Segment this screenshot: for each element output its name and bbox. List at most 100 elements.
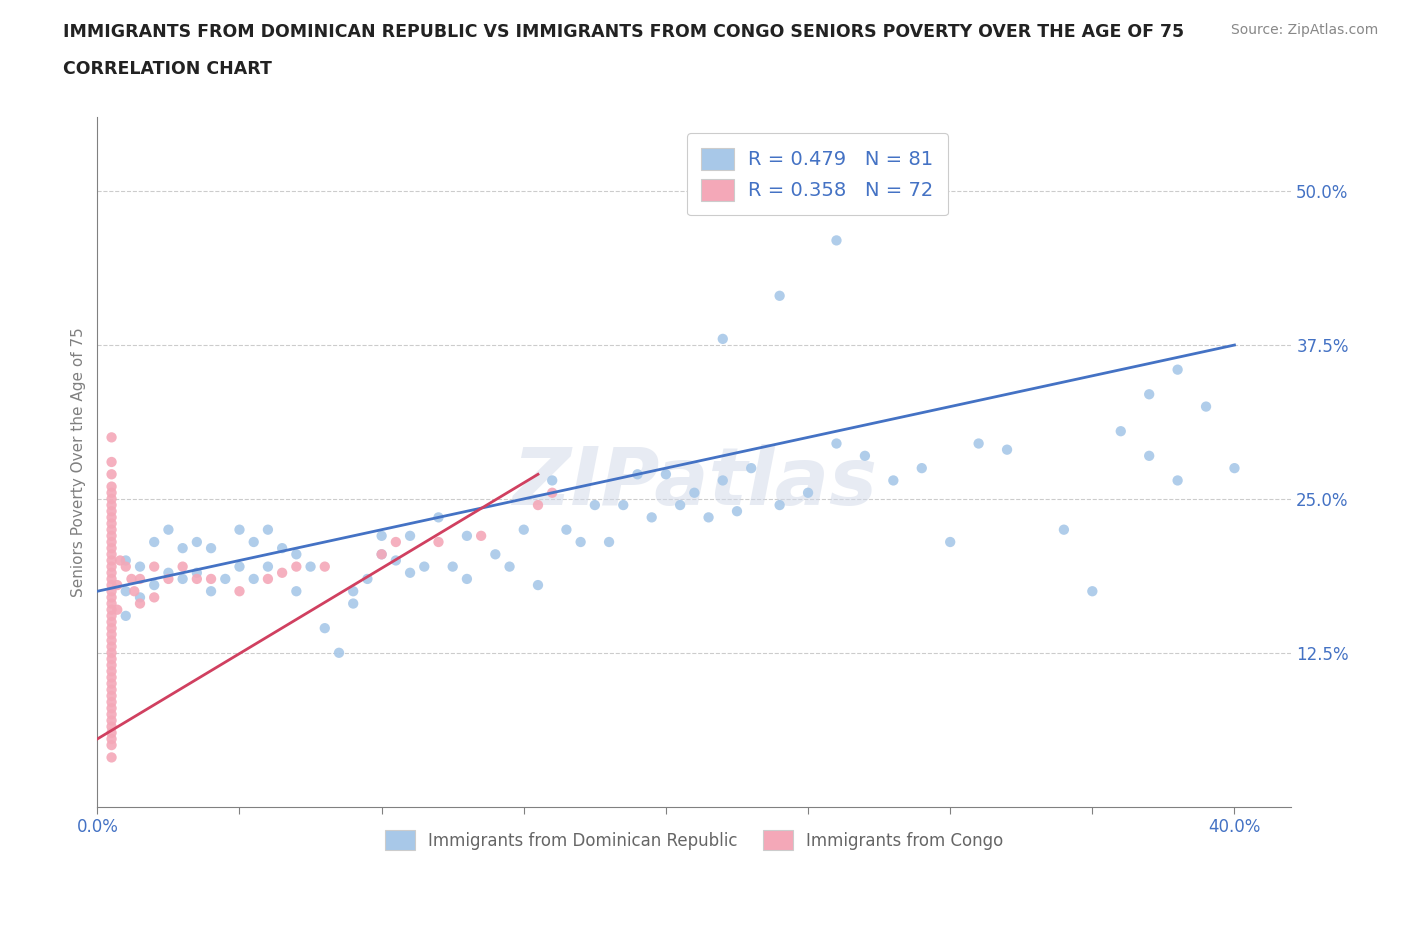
Point [108,553,131,568]
Point [825,232,848,247]
Point [100,504,122,519]
Point [641,510,664,525]
Point [100,565,122,580]
Point [427,510,450,525]
Point [105,578,128,592]
Point [100,535,122,550]
Point [314,620,336,635]
Point [100,608,122,623]
Point [100,652,122,667]
Point [399,528,422,543]
Point [100,688,122,703]
Point [399,565,422,580]
Point [100,615,122,630]
Point [129,559,152,574]
Point [100,664,122,679]
Point [172,572,194,587]
Point [527,498,550,512]
Point [100,559,122,574]
Point [257,559,280,574]
Point [200,540,222,555]
Point [100,547,122,562]
Point [100,645,122,660]
Point [200,572,222,587]
Point [1109,424,1132,439]
Point [342,596,364,611]
Point [385,553,408,568]
Point [100,737,122,752]
Point [541,485,564,500]
Point [285,547,308,562]
Point [711,331,734,346]
Point [598,535,620,550]
Point [143,535,166,550]
Point [121,572,143,587]
Point [470,528,492,543]
Point [100,633,122,648]
Point [257,572,280,587]
Point [186,572,208,587]
Point [105,603,128,618]
Point [995,443,1018,458]
Point [242,535,264,550]
Point [527,578,550,592]
Point [768,498,790,512]
Point [100,713,122,728]
Point [555,523,578,538]
Point [100,676,122,691]
Point [200,584,222,599]
Point [100,584,122,599]
Point [498,559,520,574]
Point [356,572,378,587]
Point [370,528,392,543]
Point [129,590,152,604]
Point [1053,523,1076,538]
Point [853,448,876,463]
Point [328,645,350,660]
Point [569,535,592,550]
Point [100,590,122,604]
Point [100,516,122,531]
Point [129,596,152,611]
Point [413,559,436,574]
Point [172,559,194,574]
Point [271,565,294,580]
Point [100,658,122,672]
Point [740,460,762,475]
Point [114,584,136,599]
Point [100,596,122,611]
Point [285,584,308,599]
Point [100,455,122,470]
Point [100,553,122,568]
Point [1137,448,1160,463]
Point [100,498,122,512]
Text: Source: ZipAtlas.com: Source: ZipAtlas.com [1230,23,1378,37]
Point [285,559,308,574]
Point [1081,584,1104,599]
Point [456,572,478,587]
Point [172,540,194,555]
Point [114,559,136,574]
Point [100,603,122,618]
Point [100,695,122,710]
Point [129,572,152,587]
Text: ZIPatlas: ZIPatlas [512,444,877,522]
Point [768,288,790,303]
Point [882,473,904,488]
Point [100,620,122,635]
Point [100,578,122,592]
Point [299,559,322,574]
Point [513,523,536,538]
Point [100,707,122,722]
Point [967,436,990,451]
Point [186,535,208,550]
Point [242,572,264,587]
Point [100,750,122,764]
Point [100,491,122,506]
Point [314,559,336,574]
Point [114,608,136,623]
Point [100,540,122,555]
Point [157,572,180,587]
Point [100,639,122,654]
Point [484,547,506,562]
